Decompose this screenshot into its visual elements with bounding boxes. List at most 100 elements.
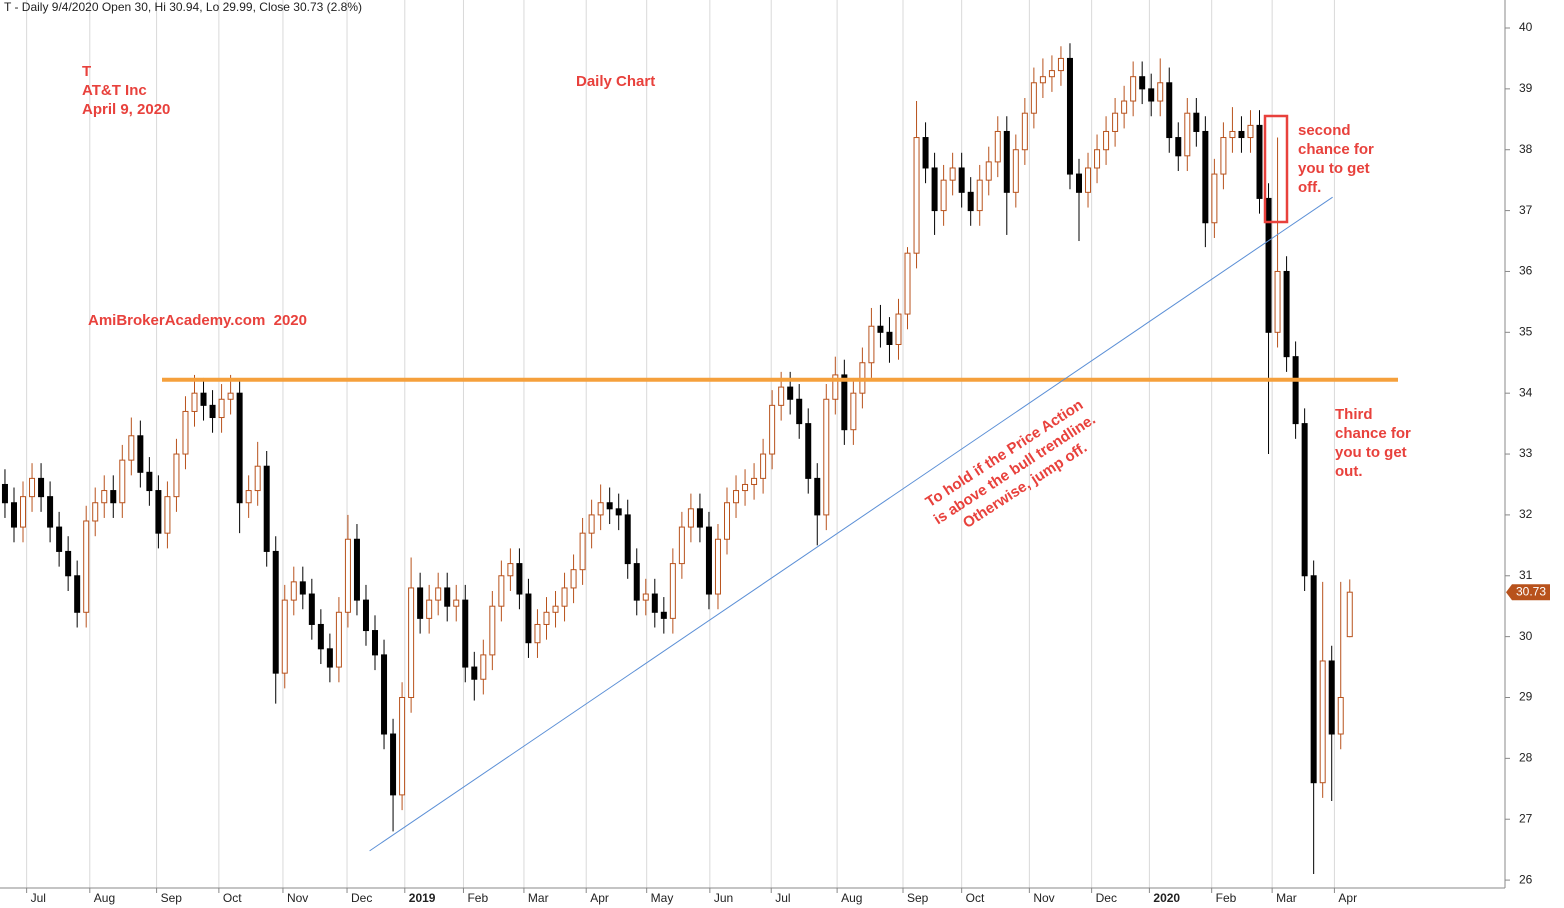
candle-body — [1166, 82, 1173, 139]
candle-body — [65, 550, 72, 577]
x-tick-label: May — [651, 891, 674, 905]
note-line: you to get — [1335, 444, 1407, 461]
candle-body — [353, 538, 360, 601]
candle-body — [949, 167, 956, 181]
candle-body — [200, 392, 207, 406]
candle-body — [137, 435, 144, 473]
candle-body — [92, 502, 99, 522]
candle-body — [687, 508, 694, 528]
candle-body — [904, 252, 911, 315]
candle-body — [1301, 423, 1308, 577]
y-tick-label: 32 — [1519, 507, 1533, 521]
candle-body — [525, 593, 532, 644]
price-tag — [1506, 584, 1550, 601]
y-tick-label: 34 — [1519, 385, 1533, 399]
x-tick-label: Mar — [528, 891, 549, 905]
candle-body — [507, 563, 514, 577]
candle-body — [985, 161, 992, 181]
y-tick-label: 38 — [1519, 142, 1533, 156]
x-tick-label: 2019 — [409, 891, 436, 905]
candle-body — [272, 550, 279, 674]
x-tick-label: Nov — [1033, 891, 1054, 905]
candle-body — [128, 435, 135, 461]
candle-body — [1139, 76, 1146, 90]
note-line: chance for — [1298, 141, 1374, 158]
candle-body — [119, 459, 126, 504]
candle-body — [56, 526, 63, 552]
candle-body — [1094, 149, 1101, 169]
candle-body — [83, 520, 90, 613]
x-tick-label: Dec — [1096, 891, 1117, 905]
candle-body — [489, 605, 496, 656]
candle-body — [814, 477, 821, 516]
x-tick-label: 2020 — [1153, 891, 1180, 905]
y-tick-label: 31 — [1519, 568, 1533, 582]
x-tick-label: Aug — [841, 891, 862, 905]
candle-body — [760, 453, 767, 479]
candle-body — [299, 581, 306, 595]
candle-body — [1319, 660, 1326, 784]
candle-body — [1337, 696, 1344, 735]
candle-body — [209, 404, 216, 419]
candle-body — [606, 502, 613, 510]
candle-body — [164, 496, 171, 534]
candle-body — [471, 666, 478, 680]
candle-body — [1238, 130, 1245, 139]
y-tick-label: 35 — [1519, 324, 1533, 338]
candle-body — [994, 130, 1001, 163]
candle-body — [913, 137, 920, 254]
candle-body — [877, 325, 884, 333]
candle-body — [1292, 356, 1299, 425]
candle-body — [967, 191, 974, 212]
ticker: T — [82, 63, 91, 80]
candle-body — [669, 563, 676, 619]
candle-body — [290, 581, 297, 601]
candle-body — [724, 502, 731, 540]
candle-body — [218, 398, 225, 419]
candle-body — [281, 599, 288, 674]
candle-body — [832, 374, 839, 400]
candle-body — [335, 611, 342, 668]
candle-body — [417, 587, 424, 619]
candle-body — [1057, 57, 1064, 72]
candle-body — [191, 392, 198, 412]
candle-body — [823, 398, 830, 516]
candle-body — [1148, 88, 1155, 102]
y-tick-label: 27 — [1519, 811, 1533, 825]
candle-body — [1039, 76, 1046, 84]
x-tick-label: Nov — [287, 891, 308, 905]
candle-body — [1021, 112, 1028, 151]
x-tick-label: Apr — [1338, 891, 1357, 905]
date: April 9, 2020 — [82, 101, 170, 118]
candle-body — [868, 325, 875, 364]
candle-body — [10, 502, 17, 528]
candle-body — [146, 471, 153, 492]
chart-label: Daily Chart — [576, 73, 655, 90]
candle-body — [173, 453, 180, 498]
candle-body — [588, 514, 595, 534]
candle-body — [435, 587, 442, 601]
candle-body — [714, 538, 721, 595]
x-tick-label: Jun — [714, 891, 733, 905]
y-tick-label: 33 — [1519, 446, 1533, 460]
candle-body — [615, 508, 622, 516]
candle-body — [543, 611, 550, 625]
candle-body — [742, 483, 749, 492]
candle-body — [660, 611, 667, 619]
candle-body — [326, 648, 333, 668]
candle-body — [227, 392, 234, 400]
candle-body — [678, 526, 685, 565]
candle-body — [344, 538, 351, 613]
candle-body — [1346, 591, 1353, 638]
candle-body — [101, 490, 108, 504]
candle-body — [696, 508, 703, 528]
x-tick-label: Sep — [907, 891, 929, 905]
note-line: off. — [1298, 179, 1321, 196]
watermark: AmiBrokerAcademy.com 2020 — [88, 312, 307, 329]
candle-body — [362, 599, 369, 632]
candle-body — [29, 477, 36, 498]
y-tick-label: 37 — [1519, 203, 1533, 217]
candle-body — [570, 569, 577, 589]
candle-body — [47, 496, 54, 528]
candle-body — [1030, 82, 1037, 114]
